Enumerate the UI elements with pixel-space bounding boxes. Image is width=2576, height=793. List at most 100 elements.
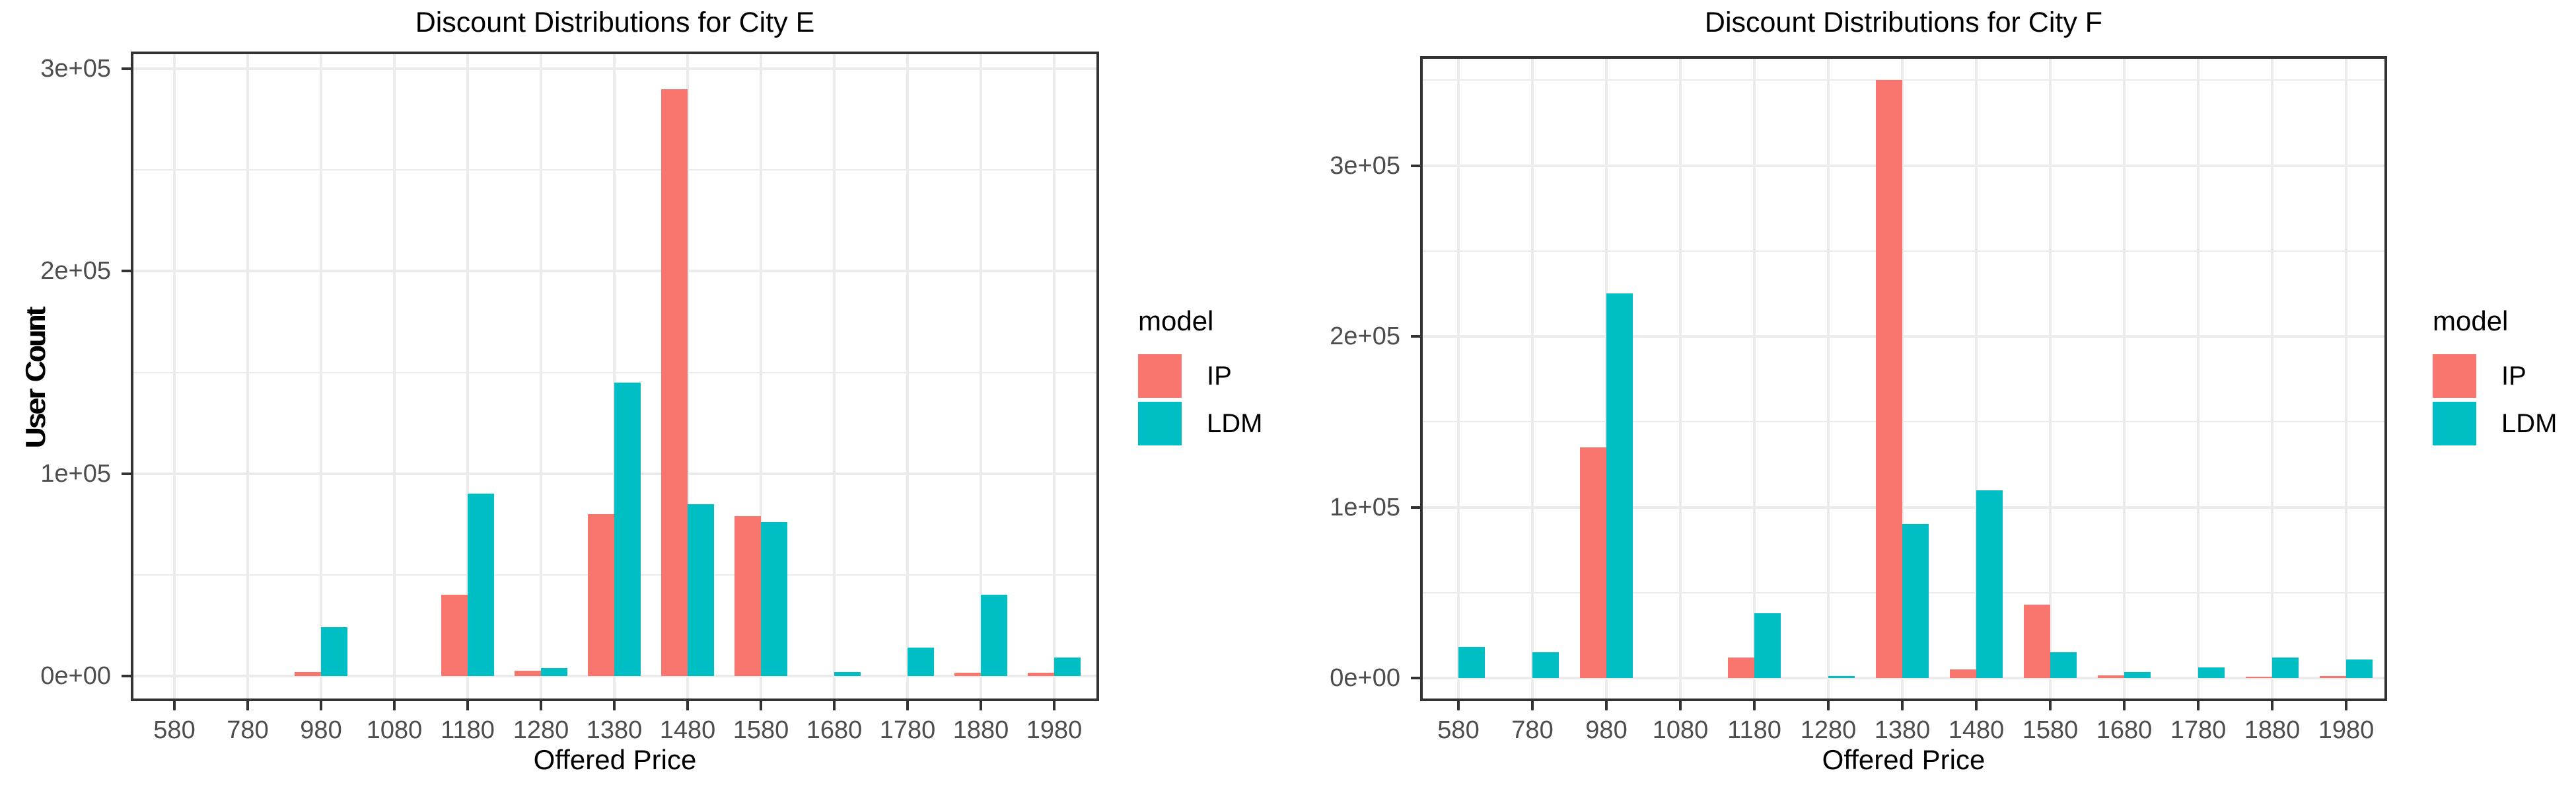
x-tick-mark [173, 701, 176, 710]
x-tick-mark [1531, 701, 1534, 710]
x-tick-label: 1980 [1026, 716, 1083, 744]
gridline-major [1420, 335, 2387, 338]
y-tick-mark [122, 675, 131, 677]
bar-ldm-1780 [908, 648, 934, 676]
bar-ldm-980 [1606, 293, 1633, 678]
gridline-vertical [246, 52, 249, 701]
gridline-vertical [466, 52, 469, 701]
bar-ldm-580 [1458, 647, 1485, 678]
gridline-major [131, 270, 1099, 273]
bar-ldm-1980 [1054, 658, 1081, 676]
gridline-vertical [540, 52, 542, 701]
x-tick-mark [2123, 701, 2126, 710]
x-tick-mark [760, 701, 762, 710]
y-axis-title: User Count [20, 308, 51, 449]
x-tick-label: 580 [153, 716, 196, 744]
gridline-vertical [2345, 56, 2347, 701]
x-tick-label: 1880 [952, 716, 1009, 744]
gridline-vertical [2271, 56, 2273, 701]
bar-ip-1880 [2246, 676, 2272, 678]
gridline-vertical [980, 52, 982, 701]
x-tick-mark [466, 701, 469, 710]
gridline-vertical [833, 52, 836, 701]
bar-ldm-1380 [614, 382, 641, 676]
y-tick-mark [122, 472, 131, 475]
gridline-vertical [2123, 56, 2126, 701]
x-tick-mark [1975, 701, 1978, 710]
gridline-vertical [1901, 56, 1904, 701]
x-tick-label: 1480 [1948, 716, 2005, 744]
bar-ldm-1580 [761, 522, 787, 676]
gridline-vertical [613, 52, 616, 701]
legend: model IP LDM [1138, 305, 1262, 449]
x-tick-label: 980 [1585, 716, 1628, 744]
y-tick-mark [1411, 506, 1420, 509]
y-tick-label: 1e+05 [1330, 493, 1400, 521]
x-tick-label: 1280 [1800, 716, 1857, 744]
bar-ip-1480 [1950, 669, 1976, 678]
bar-ip-1980 [2320, 676, 2346, 678]
gridline-minor [1420, 250, 2387, 252]
bar-ldm-1880 [2272, 657, 2299, 678]
legend-swatch-ip [1138, 354, 1182, 398]
x-tick-label: 1080 [366, 716, 423, 744]
gridline-vertical [2197, 56, 2200, 701]
gridline-vertical [2049, 56, 2052, 701]
x-tick-mark [613, 701, 616, 710]
gridline-minor [1420, 79, 2387, 81]
x-tick-label: 1480 [659, 716, 716, 744]
gridline-vertical [760, 52, 762, 701]
x-tick-mark [1827, 701, 1830, 710]
bar-ip-1680 [2098, 675, 2124, 678]
bar-ip-1180 [441, 595, 468, 676]
x-tick-label: 1680 [806, 716, 863, 744]
x-axis-title: Offered Price [533, 744, 697, 775]
y-tick-label: 2e+05 [40, 257, 111, 285]
bar-ldm-1180 [468, 494, 494, 676]
x-tick-mark [320, 701, 322, 710]
legend-swatch-ldm [1138, 402, 1182, 445]
gridline-vertical [1753, 56, 1756, 701]
legend-item-ldm: LDM [2433, 402, 2557, 445]
y-tick-label: 0e+00 [40, 662, 111, 690]
gridline-major [131, 67, 1099, 71]
gridline-vertical [686, 52, 689, 701]
x-tick-mark [1901, 701, 1904, 710]
legend-label-ldm: LDM [2501, 408, 2558, 438]
x-tick-label: 1080 [1652, 716, 1709, 744]
y-tick-mark [1411, 164, 1420, 167]
chart-title: Discount Distributions for City E [415, 7, 815, 38]
x-tick-mark [1753, 701, 1756, 710]
y-tick-mark [122, 67, 131, 71]
x-tick-mark [2049, 701, 2052, 710]
gridline-vertical [320, 52, 322, 701]
bar-ip-1480 [661, 89, 688, 676]
bar-ldm-1480 [688, 504, 714, 676]
gridline-vertical [393, 52, 396, 701]
legend-item-ip: IP [2433, 354, 2557, 398]
x-tick-label: 780 [1511, 716, 1554, 744]
legend-item-ip: IP [1138, 354, 1262, 398]
gridline-vertical [1531, 56, 1534, 701]
gridline-major [131, 675, 1099, 677]
x-tick-label: 580 [1437, 716, 1480, 744]
x-tick-mark [393, 701, 396, 710]
x-tick-mark [686, 701, 689, 710]
bar-ldm-1480 [1976, 490, 2003, 678]
x-tick-mark [246, 701, 249, 710]
x-tick-label: 1380 [1874, 716, 1931, 744]
x-tick-label: 980 [300, 716, 342, 744]
bar-ldm-1680 [834, 671, 861, 676]
gridline-vertical [1053, 52, 1055, 701]
x-tick-label: 1580 [2022, 716, 2079, 744]
gridline-vertical [906, 52, 909, 701]
gridline-vertical [1827, 56, 1830, 701]
x-tick-mark [2345, 701, 2347, 710]
bar-ldm-1280 [541, 667, 567, 676]
gridline-major [1420, 506, 2387, 509]
x-tick-label: 1580 [733, 716, 789, 744]
bar-ip-1380 [1876, 80, 1902, 678]
x-tick-mark [980, 701, 982, 710]
